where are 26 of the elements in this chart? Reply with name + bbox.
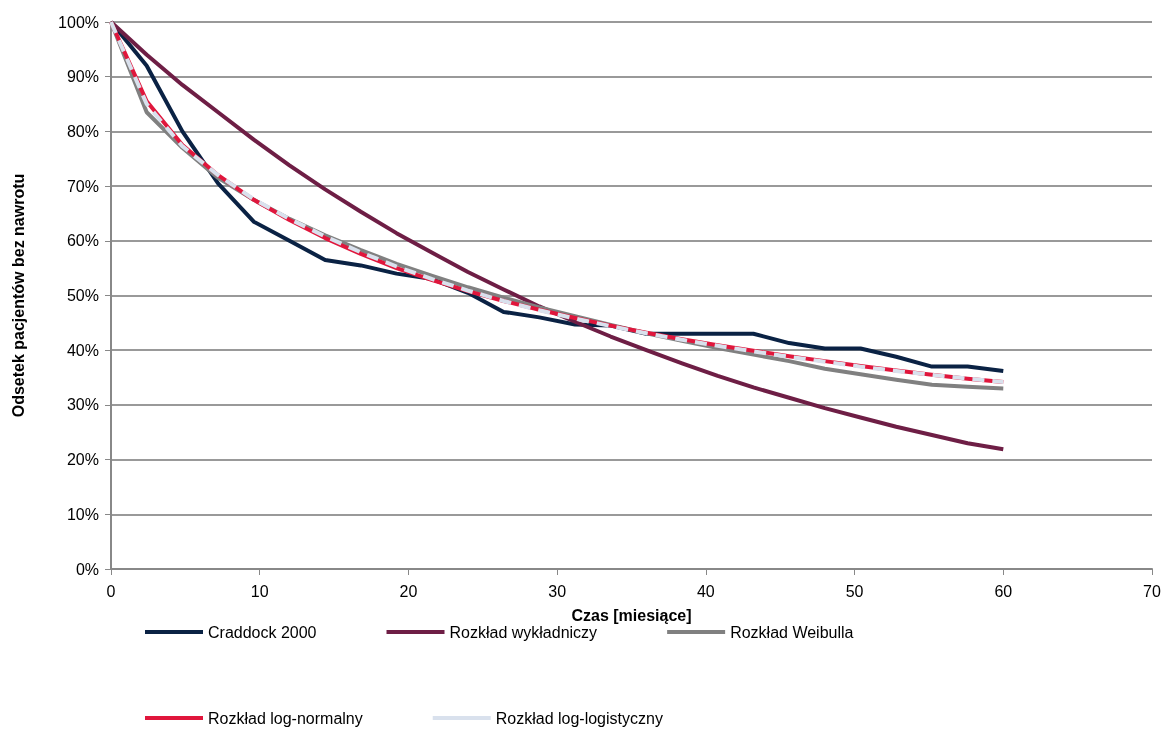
- legend-label: Rozkład log-logistyczny: [495, 709, 663, 727]
- x-tick-label: 0: [106, 582, 116, 600]
- y-tick-label: 0%: [75, 560, 99, 578]
- y-tick-label: 100%: [58, 13, 99, 31]
- y-tick-label: 10%: [66, 505, 99, 523]
- y-tick-label: 50%: [66, 287, 99, 304]
- legend-label: Rozkład Weibulla: [730, 623, 854, 641]
- x-tick-label: 20: [399, 582, 418, 600]
- legend-label: Rozkład wykładniczy: [449, 623, 598, 641]
- legend-label: Rozkład log-normalny: [208, 709, 363, 727]
- x-tick-label: 60: [994, 582, 1013, 600]
- y-tick-label: 30%: [66, 396, 99, 414]
- y-tick-label: 40%: [66, 341, 99, 359]
- x-tick-label: 10: [250, 582, 269, 600]
- x-axis-title: Czas [miesiące]: [571, 606, 692, 624]
- x-tick-label: 30: [548, 582, 567, 600]
- legend-label: Craddock 2000: [208, 623, 317, 641]
- y-axis-title: Odsetek pacjentów bez nawrotu: [9, 173, 27, 418]
- x-tick-label: 50: [845, 582, 864, 600]
- x-tick-label: 40: [696, 582, 715, 600]
- y-tick-label: 20%: [66, 451, 99, 469]
- y-tick-label: 60%: [66, 232, 99, 250]
- y-tick-label: 90%: [66, 68, 99, 86]
- x-tick-label: 70: [1143, 582, 1161, 600]
- y-tick-label: 80%: [66, 122, 99, 140]
- y-tick-label: 70%: [66, 177, 99, 195]
